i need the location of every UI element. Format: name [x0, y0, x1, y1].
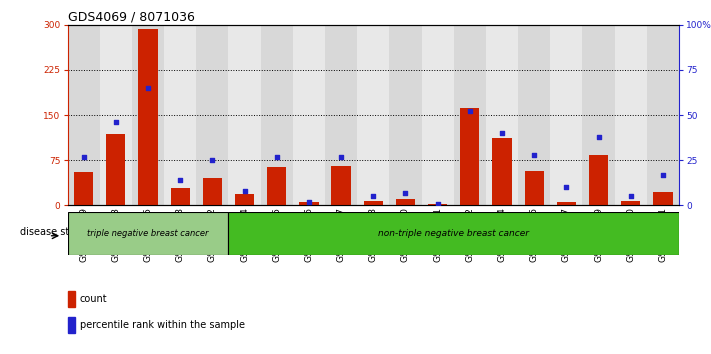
Bar	[106, 134, 125, 205]
Text: GDS4069 / 8071036: GDS4069 / 8071036	[68, 11, 194, 24]
Bar	[299, 202, 319, 205]
Point	[528, 152, 540, 158]
Bar	[132, 25, 164, 205]
Point	[593, 134, 604, 139]
Point	[400, 190, 411, 195]
Bar	[582, 25, 614, 205]
Bar	[454, 25, 486, 205]
Bar	[196, 25, 228, 205]
Bar	[171, 188, 190, 205]
Point	[432, 201, 444, 206]
Bar	[518, 25, 550, 205]
Point	[464, 109, 476, 114]
Bar	[428, 204, 447, 205]
Bar	[267, 167, 287, 205]
Bar	[589, 155, 608, 205]
Bar	[422, 25, 454, 205]
Point	[110, 119, 122, 125]
Text: percentile rank within the sample: percentile rank within the sample	[80, 320, 245, 330]
Bar	[614, 25, 647, 205]
Point	[303, 199, 314, 205]
Point	[368, 193, 379, 199]
Bar	[460, 108, 479, 205]
Bar	[261, 25, 293, 205]
Bar	[228, 212, 679, 255]
Bar	[235, 194, 255, 205]
Text: count: count	[80, 294, 107, 304]
Bar	[390, 25, 422, 205]
Point	[207, 157, 218, 163]
Bar	[396, 199, 415, 205]
Bar	[653, 192, 673, 205]
Bar	[139, 29, 158, 205]
Text: non-triple negative breast cancer: non-triple negative breast cancer	[378, 229, 529, 238]
Bar	[68, 25, 100, 205]
Bar	[363, 200, 383, 205]
Bar	[293, 25, 325, 205]
Bar	[492, 138, 512, 205]
Point	[142, 85, 154, 91]
Text: disease state: disease state	[20, 227, 85, 236]
Bar	[203, 178, 222, 205]
Bar	[331, 166, 351, 205]
Bar	[621, 200, 641, 205]
Point	[271, 154, 282, 159]
Bar	[68, 212, 228, 255]
Bar	[68, 317, 75, 333]
Bar	[74, 172, 93, 205]
Point	[239, 188, 250, 194]
Bar	[557, 202, 576, 205]
Point	[78, 154, 90, 159]
Point	[625, 193, 636, 199]
Point	[496, 130, 508, 136]
Bar	[647, 25, 679, 205]
Point	[336, 154, 347, 159]
Bar	[550, 25, 582, 205]
Bar	[325, 25, 357, 205]
Bar	[525, 171, 544, 205]
Bar	[100, 25, 132, 205]
Point	[174, 177, 186, 183]
Point	[561, 184, 572, 190]
Text: triple negative breast cancer: triple negative breast cancer	[87, 229, 209, 238]
Bar	[486, 25, 518, 205]
Point	[657, 172, 668, 177]
Bar	[228, 25, 261, 205]
Bar	[357, 25, 390, 205]
Bar	[164, 25, 196, 205]
Bar	[68, 291, 75, 307]
